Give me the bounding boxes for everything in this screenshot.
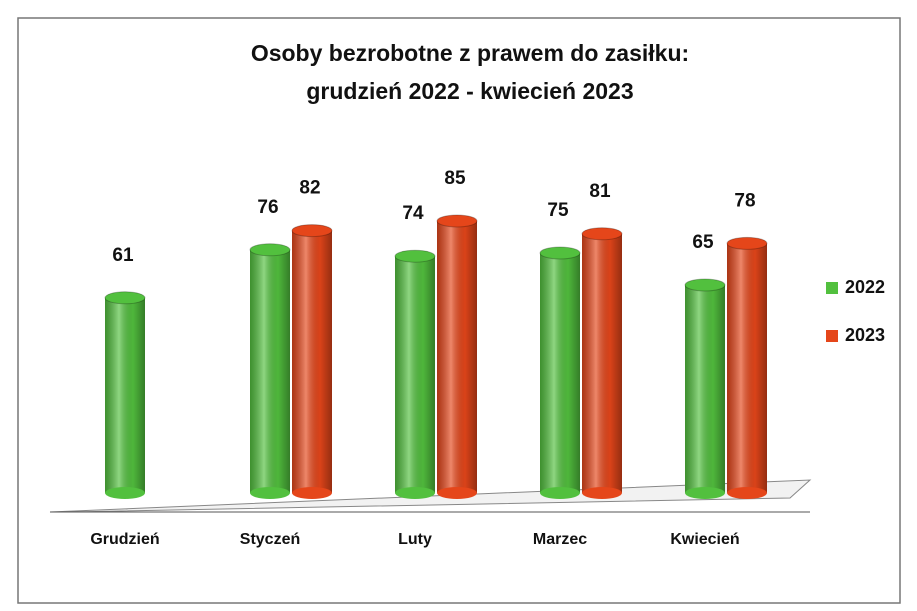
cylinder-shade (540, 253, 580, 493)
legend-swatch (826, 330, 838, 342)
cylinder-top (581, 227, 623, 241)
data-label: 81 (589, 181, 611, 202)
chart-title: Osoby bezrobotne z prawem do zasiłku: (251, 40, 689, 66)
cylinder-bottom (292, 487, 332, 499)
x-tick-label: Marzec (533, 531, 587, 548)
cylinder-bottom (395, 487, 435, 499)
bar (436, 214, 478, 499)
cylinder-shade (727, 243, 767, 493)
data-label: 75 (547, 200, 569, 221)
bar (249, 243, 291, 499)
cylinder-bottom (250, 487, 290, 499)
cylinder-top (394, 249, 436, 263)
cylinder-top (249, 243, 291, 257)
data-label: 74 (402, 203, 424, 224)
legend-label: 2022 (845, 277, 885, 297)
bar (291, 224, 333, 499)
data-label: 65 (692, 232, 714, 253)
bar (394, 249, 436, 499)
cylinder-bottom (437, 487, 477, 499)
x-tick-label: Luty (398, 531, 432, 548)
bar (684, 278, 726, 499)
cylinder-shade (437, 221, 477, 493)
data-label: 61 (112, 245, 134, 266)
legend-label: 2023 (845, 325, 885, 345)
cylinder-bottom (685, 487, 725, 499)
cylinder-shade (582, 233, 622, 494)
bar (104, 291, 146, 499)
cylinder-bottom (540, 487, 580, 499)
cylinder-top (684, 278, 726, 292)
cylinder-top (726, 236, 768, 250)
data-label: 82 (299, 178, 320, 199)
bar (581, 227, 623, 499)
legend-swatch (826, 282, 838, 294)
data-label: 78 (734, 190, 755, 211)
chart-title: grudzień 2022 - kwiecień 2023 (306, 78, 633, 104)
bar (726, 236, 768, 499)
data-label: 85 (444, 168, 466, 189)
cylinder-bottom (727, 487, 767, 499)
x-tick-label: Grudzień (90, 531, 159, 548)
cylinder-bottom (105, 487, 145, 499)
cylinder-top (104, 291, 146, 305)
cylinder-shade (292, 230, 332, 493)
cylinder-shade (685, 285, 725, 493)
bar (539, 246, 581, 499)
cylinder-top (539, 246, 581, 260)
cylinder-shade (250, 249, 290, 493)
data-label: 76 (257, 197, 278, 218)
cylinder-bottom (582, 487, 622, 499)
cylinder-top (291, 224, 333, 238)
x-tick-label: Styczeń (240, 531, 300, 548)
cylinder-shade (105, 297, 145, 493)
cylinder-shade (395, 256, 435, 493)
x-tick-label: Kwiecień (670, 531, 739, 548)
cylinder-top (436, 214, 478, 228)
